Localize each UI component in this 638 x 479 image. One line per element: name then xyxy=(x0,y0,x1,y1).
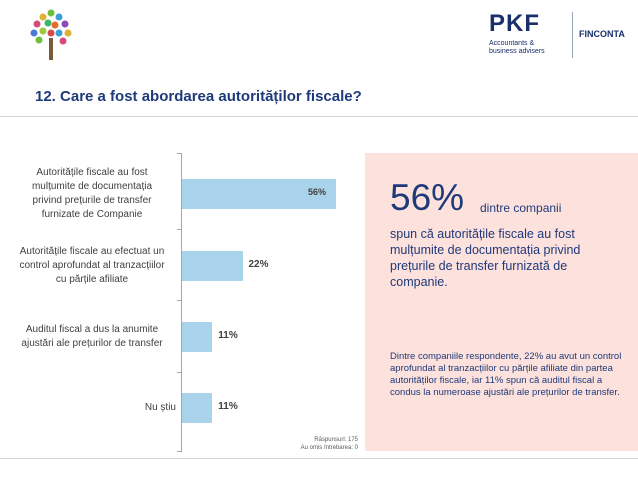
logo-divider xyxy=(572,12,573,58)
category-label-line: mulțumite de documentația xyxy=(31,181,153,192)
category-label-line: Autoritățile fiscale au fost xyxy=(36,167,148,178)
response-count: Răspunsuri: 175 xyxy=(314,437,358,443)
footer-divider xyxy=(0,458,638,459)
category-label-line: ajustări ale prețurilor de transfer xyxy=(21,338,163,349)
finconta-logo: FINCONTA xyxy=(579,29,625,39)
page-title: 12. Care a fost abordarea autorităților … xyxy=(35,88,362,105)
data-label: 22% xyxy=(248,259,269,270)
data-label: 11% xyxy=(218,401,238,412)
pkf-tagline-1: Accountants & xyxy=(489,40,535,47)
chart-bar xyxy=(182,393,213,423)
highlight-text: spun că autoritățile fiscale au fost mul… xyxy=(390,227,581,289)
category-label-line: control aprofundat al tranzacțiilor xyxy=(19,260,165,271)
chart-bar xyxy=(182,179,336,209)
category-label-line: Auditul fiscal a dus la anumite xyxy=(25,324,159,335)
data-label: 11% xyxy=(218,330,238,341)
title-divider xyxy=(0,116,638,117)
skipped-count: Au omis întrebarea: 0 xyxy=(300,445,358,451)
axis-tick xyxy=(177,153,182,154)
highlight-percent: 56% xyxy=(390,177,465,218)
category-label: Autoritățile fiscale au efectuat un contr… xyxy=(8,245,176,287)
axis-tick xyxy=(177,300,182,301)
highlight-detail: Dintre companiile respondente, 22% au av… xyxy=(390,351,622,398)
highlight-panel xyxy=(365,153,638,451)
category-label-line: Autoritățile fiscale au efectuat un xyxy=(19,246,165,257)
axis-tick xyxy=(177,229,182,230)
category-label: Auditul fiscal a dus la anumite ajustări … xyxy=(8,323,176,351)
pkf-logo: PKF xyxy=(489,10,540,37)
category-label-line: cu părțile afiliate xyxy=(55,274,129,285)
axis-tick xyxy=(177,372,182,373)
pkf-tagline-2: business advisers xyxy=(489,48,545,55)
axis-tick xyxy=(177,451,182,452)
category-label: Nu știu xyxy=(8,401,176,415)
category-label-line: furnizate de Companie xyxy=(41,209,143,220)
tree-logo-icon xyxy=(30,9,72,60)
response-note: Răspunsuri: 175 Au omis întrebarea: 0 xyxy=(301,436,358,452)
chart-axis xyxy=(181,153,182,451)
category-label: Autoritățile fiscale au fost mulțumite de… xyxy=(8,166,176,222)
category-label-line: privind prețurile de transfer xyxy=(32,195,152,206)
data-label: 56% xyxy=(308,187,327,197)
highlight-tail: dintre companii xyxy=(480,201,562,215)
chart-bar xyxy=(182,322,213,352)
category-label-line: Nu știu xyxy=(144,402,176,413)
chart-bar xyxy=(182,251,243,281)
